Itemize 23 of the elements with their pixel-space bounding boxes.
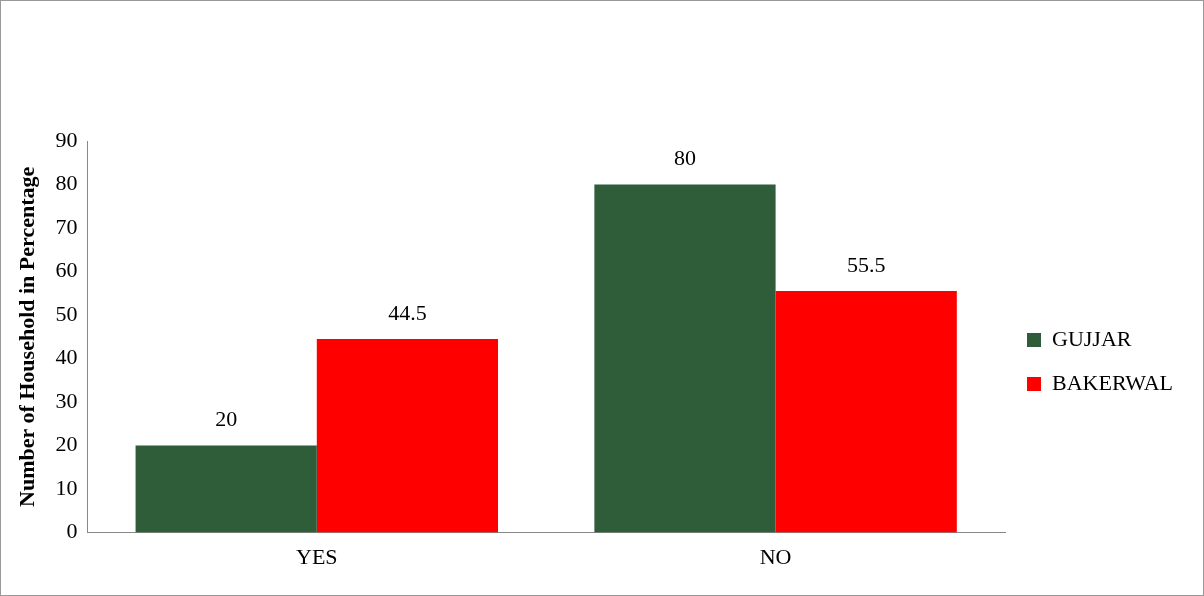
bar [594, 184, 776, 533]
y-tick-label: 20 [55, 431, 78, 457]
y-tick-label: 0 [66, 518, 78, 544]
data-label: 55.5 [846, 251, 886, 277]
y-tick-label: 50 [55, 300, 78, 326]
y-tick-label: 10 [55, 474, 78, 500]
y-axis-title: Number of Household in Percentage [13, 166, 39, 507]
y-tick-label: 40 [55, 344, 78, 370]
x-tick-label: YES [296, 543, 338, 569]
data-label: 80 [673, 145, 696, 171]
y-tick-label: 80 [55, 170, 78, 196]
y-tick-label: 60 [55, 257, 78, 283]
bar [135, 445, 317, 533]
legend-label: GUJJAR [1052, 325, 1132, 351]
y-tick-label: 70 [55, 213, 78, 239]
data-label: 20 [215, 406, 238, 432]
y-tick-label: 90 [55, 126, 78, 152]
data-label: 44.5 [388, 299, 427, 325]
bar [316, 338, 499, 533]
y-tick-label: 30 [55, 387, 78, 413]
x-tick-label: NO [759, 543, 792, 569]
bar [775, 291, 957, 533]
legend-label: BAKERWAL [1052, 369, 1173, 395]
